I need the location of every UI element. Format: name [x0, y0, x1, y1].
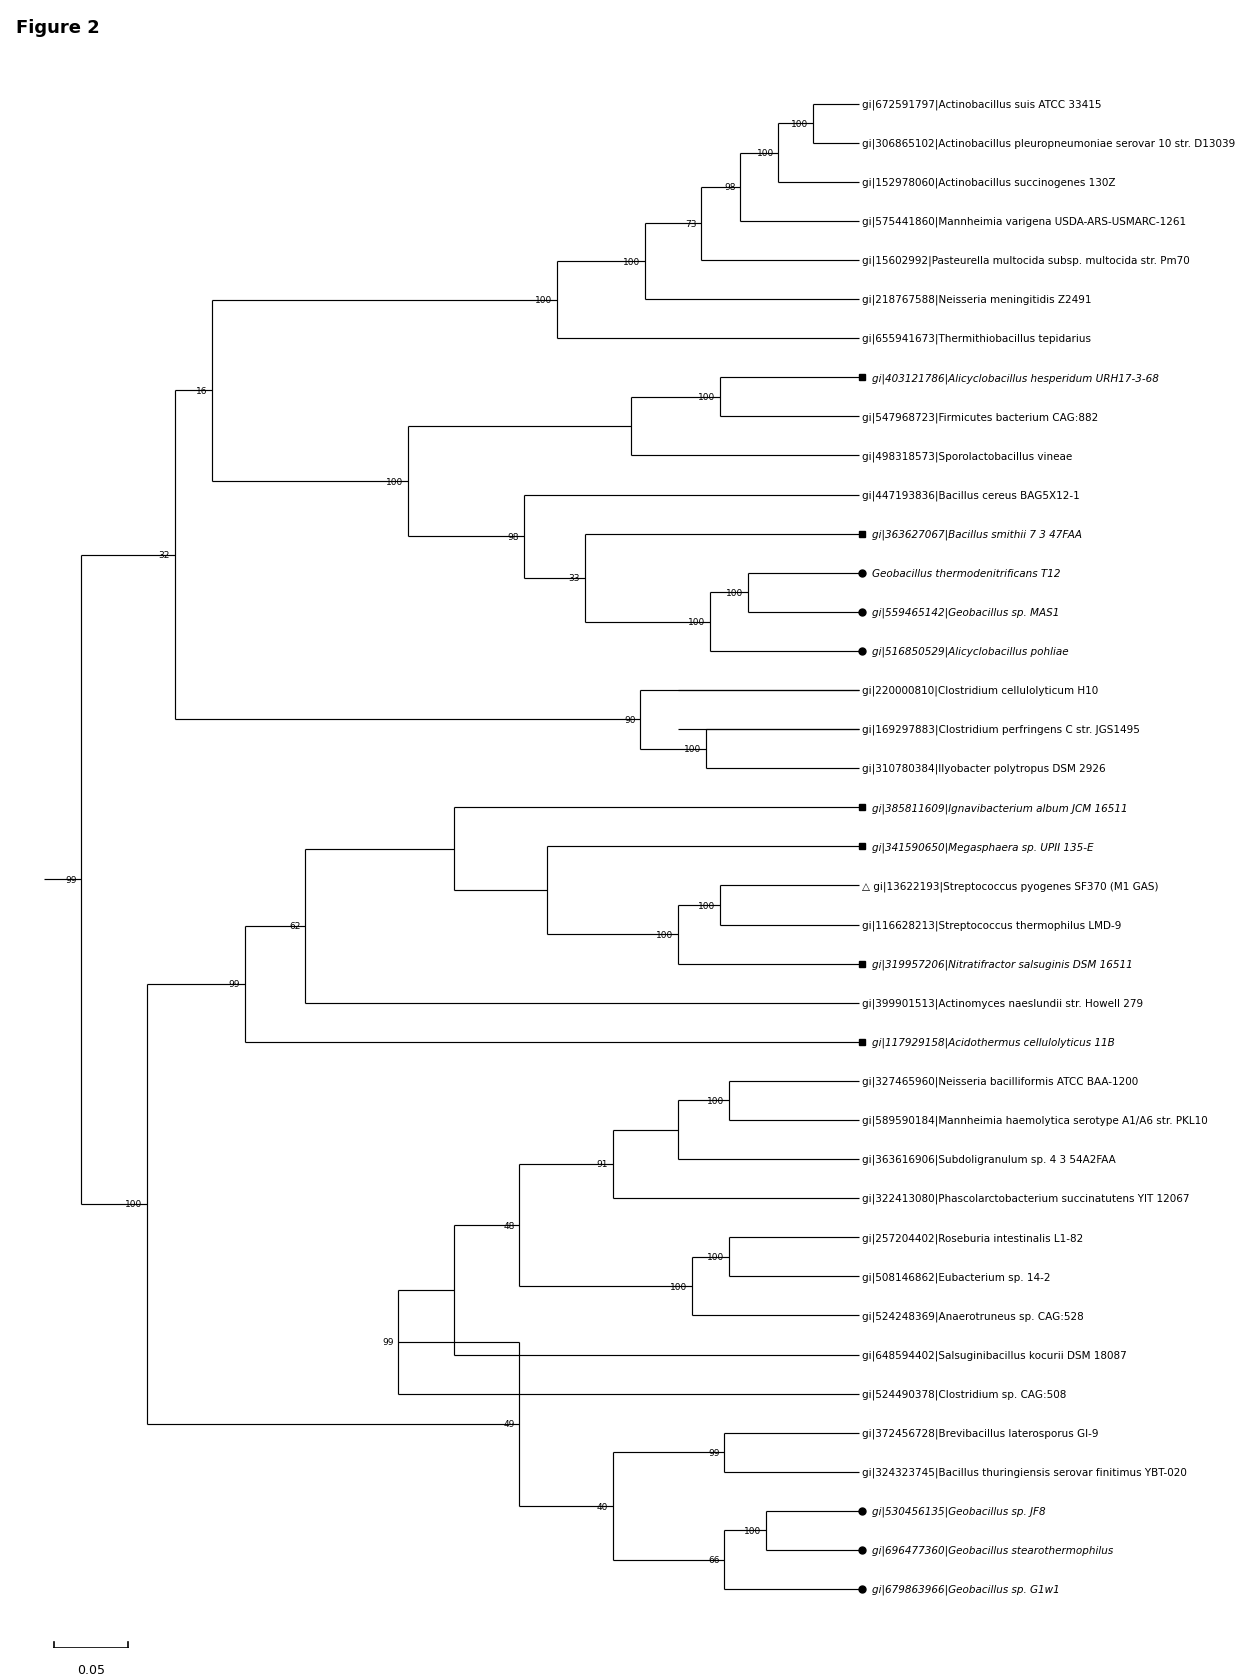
Text: 100: 100 [534, 296, 552, 306]
Text: 62: 62 [289, 922, 300, 931]
Text: gi|257204402|Roseburia intestinalis L1-82: gi|257204402|Roseburia intestinalis L1-8… [862, 1233, 1084, 1243]
Text: gi|15602992|Pasteurella multocida subsp. multocida str. Pm70: gi|15602992|Pasteurella multocida subsp.… [862, 255, 1190, 265]
Text: gi|575441860|Mannheimia varigena USDA-ARS-USMARC-1261: gi|575441860|Mannheimia varigena USDA-AR… [862, 217, 1187, 227]
Text: gi|319957206|Nitratifractor salsuginis DSM 16511: gi|319957206|Nitratifractor salsuginis D… [872, 959, 1132, 969]
Text: gi|648594402|Salsuginibacillus kocurii DSM 18087: gi|648594402|Salsuginibacillus kocurii D… [862, 1349, 1127, 1361]
Text: Geobacillus thermodenitrificans T12: Geobacillus thermodenitrificans T12 [872, 568, 1060, 578]
Text: 100: 100 [683, 744, 701, 754]
Text: 100: 100 [624, 257, 641, 267]
Text: gi|498318573|Sporolactobacillus vineae: gi|498318573|Sporolactobacillus vineae [862, 450, 1073, 462]
Text: gi|508146862|Eubacterium sp. 14-2: gi|508146862|Eubacterium sp. 14-2 [862, 1272, 1050, 1282]
Text: 16: 16 [196, 386, 207, 396]
Text: 66: 66 [708, 1556, 719, 1564]
Text: gi|530456135|Geobacillus sp. JF8: gi|530456135|Geobacillus sp. JF8 [872, 1505, 1045, 1517]
Text: 99: 99 [382, 1337, 393, 1346]
Text: gi|399901513|Actinomyces naeslundii str. Howell 279: gi|399901513|Actinomyces naeslundii str.… [862, 998, 1143, 1008]
Text: 98: 98 [724, 183, 735, 192]
Text: gi|524248369|Anaerotruneus sp. CAG:528: gi|524248369|Anaerotruneus sp. CAG:528 [862, 1310, 1084, 1320]
Text: 99: 99 [228, 979, 239, 990]
Text: gi|547968723|Firmicutes bacterium CAG:882: gi|547968723|Firmicutes bacterium CAG:88… [862, 412, 1099, 422]
Text: 100: 100 [125, 1200, 143, 1208]
Text: gi|524490378|Clostridium sp. CAG:508: gi|524490378|Clostridium sp. CAG:508 [862, 1389, 1066, 1399]
Text: gi|403121786|Alicyclobacillus hesperidum URH17-3-68: gi|403121786|Alicyclobacillus hesperidum… [872, 373, 1158, 383]
Text: gi|385811609|Ignavibacterium album JCM 16511: gi|385811609|Ignavibacterium album JCM 1… [872, 803, 1127, 813]
Text: gi|322413080|Phascolarctobacterium succinatutens YIT 12067: gi|322413080|Phascolarctobacterium succi… [862, 1193, 1189, 1205]
Text: 100: 100 [756, 150, 774, 158]
Text: gi|589590184|Mannheimia haemolytica serotype A1/A6 str. PKL10: gi|589590184|Mannheimia haemolytica sero… [862, 1116, 1208, 1126]
Text: gi|372456728|Brevibacillus laterosporus GI-9: gi|372456728|Brevibacillus laterosporus … [862, 1428, 1099, 1438]
Text: gi|117929158|Acidothermus cellulolyticus 11B: gi|117929158|Acidothermus cellulolyticus… [872, 1037, 1115, 1047]
Text: gi|306865102|Actinobacillus pleuropneumoniae serovar 10 str. D13039: gi|306865102|Actinobacillus pleuropneumo… [862, 138, 1235, 150]
Text: 100: 100 [670, 1282, 687, 1290]
Text: 99: 99 [708, 1448, 719, 1457]
Text: 32: 32 [159, 551, 170, 559]
Text: gi|696477360|Geobacillus stearothermophilus: gi|696477360|Geobacillus stearothermophi… [872, 1546, 1112, 1556]
Text: gi|363627067|Bacillus smithii 7 3 47FAA: gi|363627067|Bacillus smithii 7 3 47FAA [872, 529, 1081, 539]
Text: △ gi|13622193|Streptococcus pyogenes SF370 (M1 GAS): △ gi|13622193|Streptococcus pyogenes SF3… [862, 880, 1158, 890]
Text: gi|310780384|Ilyobacter polytropus DSM 2926: gi|310780384|Ilyobacter polytropus DSM 2… [862, 763, 1106, 774]
Text: gi|169297883|Clostridium perfringens C str. JGS1495: gi|169297883|Clostridium perfringens C s… [862, 724, 1140, 734]
Text: 48: 48 [503, 1221, 515, 1230]
Text: gi|327465960|Neisseria bacilliformis ATCC BAA-1200: gi|327465960|Neisseria bacilliformis ATC… [862, 1075, 1138, 1087]
Text: gi|655941673|Thermithiobacillus tepidarius: gi|655941673|Thermithiobacillus tepidari… [862, 334, 1091, 344]
Text: 73: 73 [684, 220, 697, 228]
Text: 100: 100 [707, 1097, 724, 1105]
Text: gi|679863966|Geobacillus sp. G1w1: gi|679863966|Geobacillus sp. G1w1 [872, 1584, 1059, 1594]
Text: gi|516850529|Alicyclobacillus pohliae: gi|516850529|Alicyclobacillus pohliae [872, 647, 1068, 657]
Text: 100: 100 [791, 119, 808, 129]
Text: 100: 100 [656, 931, 673, 939]
Text: 100: 100 [744, 1525, 761, 1536]
Text: gi|324323745|Bacillus thuringiensis serovar finitimus YBT-020: gi|324323745|Bacillus thuringiensis sero… [862, 1467, 1187, 1477]
Text: 90: 90 [624, 716, 636, 724]
Text: 33: 33 [568, 575, 580, 583]
Text: gi|116628213|Streptococcus thermophilus LMD-9: gi|116628213|Streptococcus thermophilus … [862, 919, 1122, 931]
Text: 99: 99 [66, 875, 77, 884]
Text: Figure 2: Figure 2 [16, 18, 100, 37]
Text: 100: 100 [707, 1253, 724, 1262]
Text: gi|363616906|Subdoligranulum sp. 4 3 54A2FAA: gi|363616906|Subdoligranulum sp. 4 3 54A… [862, 1154, 1116, 1164]
Text: 100: 100 [688, 618, 706, 627]
Text: 100: 100 [698, 900, 715, 911]
Text: 100: 100 [698, 393, 715, 402]
Text: gi|672591797|Actinobacillus suis ATCC 33415: gi|672591797|Actinobacillus suis ATCC 33… [862, 99, 1101, 109]
Text: gi|218767588|Neisseria meningitidis Z2491: gi|218767588|Neisseria meningitidis Z249… [862, 294, 1091, 306]
Text: gi|559465142|Geobacillus sp. MAS1: gi|559465142|Geobacillus sp. MAS1 [872, 606, 1059, 618]
Text: 98: 98 [508, 533, 520, 541]
Text: 100: 100 [725, 588, 743, 598]
Text: 91: 91 [596, 1159, 608, 1169]
Text: gi|220000810|Clostridium cellulolyticum H10: gi|220000810|Clostridium cellulolyticum … [862, 685, 1099, 696]
Text: 49: 49 [503, 1420, 515, 1428]
Text: 0.05: 0.05 [77, 1663, 105, 1677]
Text: gi|341590650|Megasphaera sp. UPII 135-E: gi|341590650|Megasphaera sp. UPII 135-E [872, 842, 1092, 852]
Text: 40: 40 [596, 1502, 608, 1510]
Text: gi|152978060|Actinobacillus succinogenes 130Z: gi|152978060|Actinobacillus succinogenes… [862, 178, 1116, 188]
Text: 100: 100 [386, 477, 403, 486]
Text: gi|447193836|Bacillus cereus BAG5X12-1: gi|447193836|Bacillus cereus BAG5X12-1 [862, 491, 1080, 501]
